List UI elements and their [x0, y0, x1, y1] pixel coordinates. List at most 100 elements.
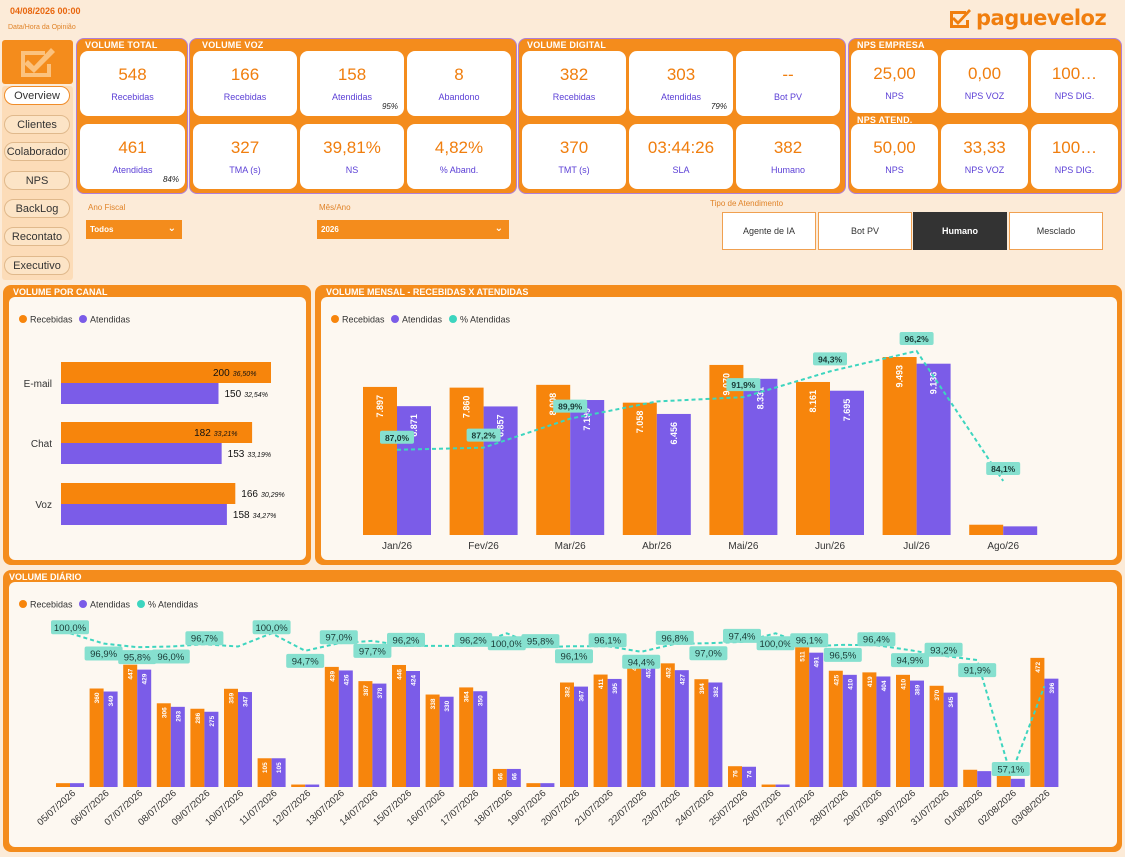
diario-bar-atendidas: [1010, 778, 1025, 787]
legend-atendidas-label: Atendidas: [90, 600, 131, 610]
kpi-label: NS: [345, 165, 359, 175]
diario-pct-label-bg: [521, 634, 560, 649]
kpi-card-volume-voz-atendidas: 158 Atendidas 95%: [300, 51, 404, 116]
diario-label-recebidas: 338: [430, 698, 437, 709]
diario-label-atendidas: 426: [343, 674, 350, 685]
kpi-value: 461: [118, 138, 147, 157]
report-datetime-label: Data/Hora da Opinião: [8, 24, 76, 31]
diario-label-recebidas: 447: [128, 668, 135, 679]
diario-label-recebidas: 410: [901, 678, 908, 689]
mensal-bar-atendidas: [397, 406, 431, 535]
diario-bar-recebidas: [660, 663, 675, 787]
mensal-pct-label-bg: [986, 461, 1021, 475]
diario-pct-label-bg: [185, 631, 224, 646]
tipo-option-agente-de-ia[interactable]: Agente de IA: [722, 212, 816, 250]
diario-label-recebidas: 360: [94, 692, 101, 703]
mensal-pct-label: 91,9%: [731, 380, 756, 390]
canal-value-label: 166 30,29%: [241, 489, 284, 500]
kpi-value: 25,00: [873, 64, 916, 83]
ano-fiscal-value: Todos: [90, 225, 114, 234]
kpi-label: TMA (s): [229, 165, 261, 175]
diario-bar-recebidas: [728, 766, 742, 787]
diario-label-atendidas: 427: [679, 674, 686, 685]
diario-pct-label-bg: [319, 630, 358, 645]
mensal-bar-atendidas: [830, 390, 864, 535]
kpi-value: 0,00: [967, 64, 1002, 83]
tipo-option-mesclado[interactable]: Mesclado: [1009, 212, 1103, 250]
kpi-label: NPS: [885, 91, 904, 101]
diario-bar-atendidas: [910, 680, 924, 787]
mensal-month-label: Fev/26: [468, 541, 499, 552]
kpi-card-volume-total-atendidas: 461 Atendidas 84%: [80, 124, 185, 189]
diario-pct-label: 57,1%: [997, 765, 1024, 776]
kpi-pct: 79%: [710, 102, 727, 111]
diario-bar-atendidas: [473, 691, 488, 787]
chevron-down-icon: ⌄: [494, 223, 503, 234]
report-datetime: 04/08/2026 00:00: [10, 6, 81, 16]
kpi-card-volume-voz-ns: 39,81% NS: [300, 124, 404, 189]
diario-label-atendidas: 429: [142, 673, 149, 684]
diario-pct-label: 100,0%: [255, 623, 288, 634]
diario-bar-atendidas: [742, 766, 756, 787]
diario-bar-atendidas: [406, 671, 420, 787]
diario-bar-atendidas: [674, 670, 689, 787]
canal-value-label: 158 34,27%: [233, 510, 276, 521]
nav-button-overview[interactable]: Overview: [4, 86, 70, 105]
nav-button-nps[interactable]: NPS: [4, 171, 70, 190]
kpi-card-volume-digital-atendidas: 303 Atendidas 79%: [629, 51, 733, 116]
nav-button-colaborador[interactable]: Colaborador: [4, 142, 70, 161]
volume-diario-chart: Recebidas Atendidas% Atendidas05/07/20263…: [19, 600, 1059, 828]
kpi-card-volume-voz-recebidas: 166 Recebidas: [193, 51, 297, 116]
legend-recebidas-label: Recebidas: [30, 315, 73, 325]
nps-empresa-title: NPS EMPRESA: [857, 40, 925, 50]
mensal-pct-label: 84,1%: [991, 464, 1016, 474]
volume-canal-title: VOLUME POR CANAL: [13, 287, 108, 297]
mensal-month-label: Mai/26: [728, 541, 758, 552]
diario-pct-label-bg: [655, 630, 694, 645]
diario-bar-atendidas: [574, 686, 588, 787]
tipo-option-humano[interactable]: Humano: [913, 212, 1007, 250]
kpi-label: NPS: [885, 165, 904, 175]
legend-recebidas-marker: [331, 315, 339, 323]
diario-label-recebidas: 306: [161, 707, 168, 718]
ano-fiscal-dropdown[interactable]: Todos ⌄: [86, 220, 182, 239]
mensal-pct-label: 87,0%: [385, 433, 410, 443]
diario-label-recebidas: 419: [867, 676, 874, 687]
diario-bar-atendidas: [1044, 678, 1059, 787]
diario-bar-recebidas: [492, 768, 507, 787]
legend-pct-label: % Atendidas: [460, 315, 511, 325]
diario-pct-label-bg: [991, 762, 1030, 777]
kpi-value: 303: [666, 65, 696, 84]
nav-button-backlog[interactable]: BackLog: [4, 199, 70, 218]
diario-pct-label: 97,0%: [695, 649, 722, 660]
diario-pct-label-bg: [622, 654, 661, 669]
kpi-card-nps-empresa-nps: 25,00 NPS: [851, 50, 938, 113]
diario-label-recebidas: 364: [464, 691, 471, 702]
diario-label-atendidas: 330: [444, 700, 451, 711]
diario-pct-label-bg: [689, 646, 728, 661]
diario-label-recebidas: 511: [800, 651, 807, 662]
mes-ano-dropdown[interactable]: 2026 ⌄: [317, 220, 509, 239]
diario-bar-atendidas: [70, 783, 84, 787]
mensal-pct-label-bg: [726, 378, 761, 392]
volume-voz-title: VOLUME VOZ: [202, 40, 264, 50]
diario-pct-label: 95,8%: [527, 637, 554, 648]
mensal-bar-recebidas: [796, 381, 830, 535]
diario-bar-atendidas: [372, 683, 387, 787]
diario-pct-label: 100,0%: [491, 639, 524, 650]
kpi-label: % Aband.: [439, 165, 479, 175]
mensal-bar-recebidas: [449, 387, 484, 535]
nav-button-clientes[interactable]: Clientes: [4, 115, 70, 134]
nav-button-recontato[interactable]: Recontato: [4, 227, 70, 246]
diario-label-recebidas: 370: [934, 689, 941, 700]
diario-bar-atendidas: [607, 678, 622, 787]
tipo-option-bot-pv[interactable]: Bot PV: [818, 212, 912, 250]
kpi-label: TMT (s): [558, 165, 590, 175]
volume-diario-title: VOLUME DIÁRIO: [9, 572, 82, 582]
mensal-bar-recebidas: [882, 357, 917, 535]
kpi-card-nps-atend-nps-voz: 33,33 NPS VOZ: [941, 124, 1028, 189]
nav-button-executivo[interactable]: Executivo: [4, 256, 70, 275]
diario-bar-recebidas: [526, 783, 541, 787]
legend-recebidas-marker: [19, 315, 27, 323]
mes-ano-value: 2026: [321, 225, 339, 234]
